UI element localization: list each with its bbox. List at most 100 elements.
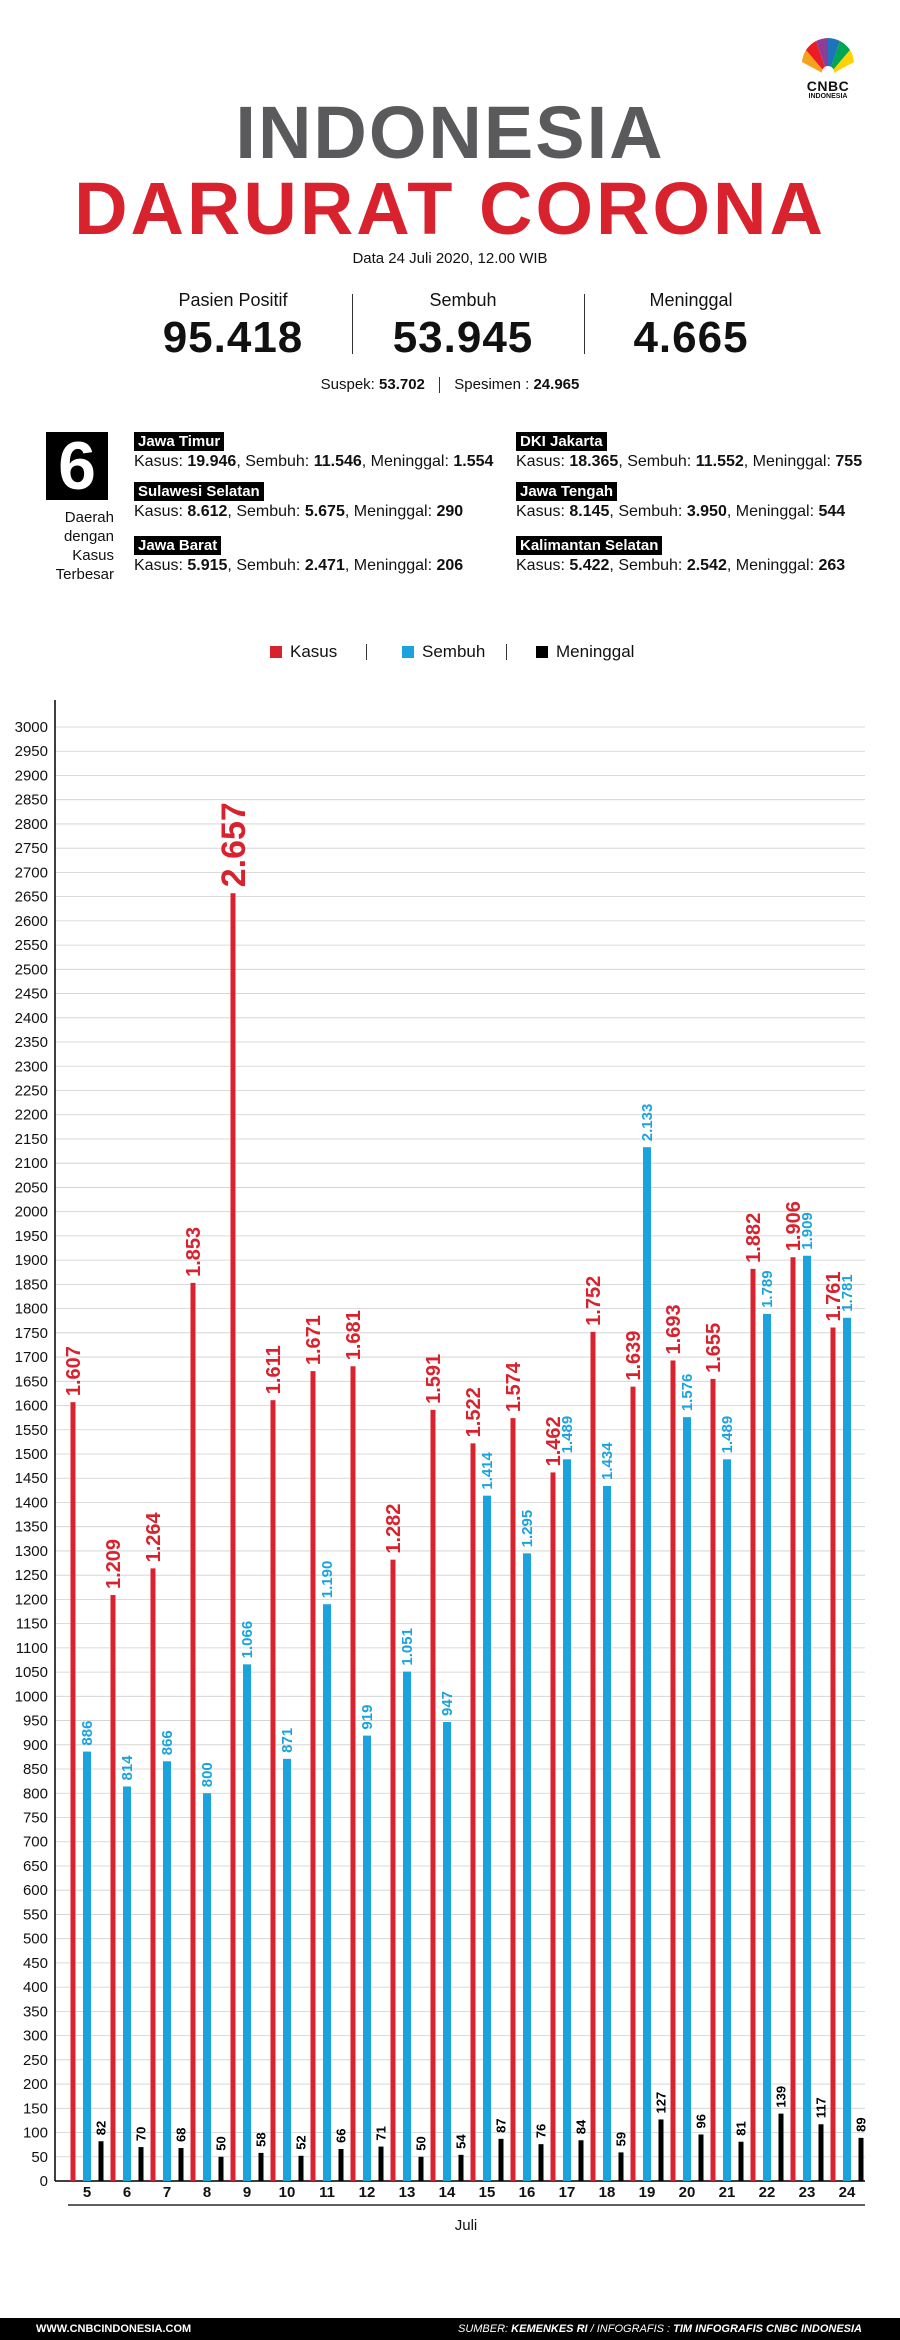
region-caption: Daerah dengan Kasus Terbesar bbox=[38, 508, 114, 584]
y-tick-label: 2100 bbox=[15, 1155, 48, 1172]
data-label-kasus: 1.282 bbox=[383, 1504, 405, 1554]
bar-meninggal bbox=[498, 2138, 504, 2181]
bar-meninggal bbox=[858, 2137, 864, 2181]
region-stats: Kasus: 5.422, Sembuh: 2.542, Meninggal: … bbox=[516, 557, 846, 574]
data-label-sembuh: 800 bbox=[199, 1762, 216, 1787]
region-stats: Kasus: 18.365, Sembuh: 11.552, Meninggal… bbox=[516, 453, 863, 470]
region-name: DKI Jakarta bbox=[516, 432, 607, 451]
bar-sembuh bbox=[363, 1735, 371, 2181]
bar-meninggal bbox=[258, 2152, 264, 2181]
stat-value: 53.945 bbox=[392, 313, 534, 362]
y-tick-label: 900 bbox=[23, 1737, 48, 1754]
data-label-meninggal: 81 bbox=[734, 2121, 749, 2135]
data-label-kasus: 1.264 bbox=[143, 1511, 165, 1562]
region-name: Jawa Tengah bbox=[516, 482, 618, 501]
stat-value: 95.418 bbox=[162, 313, 304, 362]
y-tick-label: 800 bbox=[23, 1785, 48, 1802]
y-tick-label: 500 bbox=[23, 1931, 48, 1948]
bar-chart: 0501001502002503003504004505005506006507… bbox=[15, 700, 869, 2234]
legend-label: Meninggal bbox=[556, 642, 635, 661]
region-item: Sulawesi Selatan Kasus: 8.612, Sembuh: 5… bbox=[134, 482, 463, 521]
data-label-kasus: 1.522 bbox=[463, 1387, 485, 1437]
bar-kasus bbox=[70, 1402, 76, 2181]
y-tick-label: 2150 bbox=[15, 1131, 48, 1148]
x-tick-label: 9 bbox=[243, 2184, 251, 2201]
x-tick-label: 20 bbox=[679, 2184, 696, 2201]
data-label-sembuh: 871 bbox=[279, 1728, 296, 1753]
bar-kasus bbox=[310, 1371, 316, 2181]
data-label-meninggal: 71 bbox=[374, 2126, 389, 2140]
region-stats: Kasus: 5.915, Sembuh: 2.471, Meninggal: … bbox=[134, 557, 464, 574]
stat-value: 4.665 bbox=[633, 313, 749, 362]
data-label-sembuh: 1.066 bbox=[239, 1621, 256, 1659]
bar-kasus bbox=[270, 1400, 276, 2181]
y-tick-label: 1300 bbox=[15, 1543, 48, 1560]
data-label-sembuh: 1.295 bbox=[519, 1510, 536, 1548]
y-tick-label: 2500 bbox=[15, 961, 48, 978]
bar-kasus bbox=[710, 1378, 716, 2181]
region-name: Kalimantan Selatan bbox=[516, 536, 663, 555]
bar-kasus bbox=[150, 1568, 156, 2181]
bar-sembuh bbox=[523, 1553, 531, 2181]
data-label-meninggal: 50 bbox=[414, 2136, 429, 2150]
legend-swatch bbox=[536, 646, 548, 658]
bar-sembuh bbox=[483, 1495, 491, 2181]
region-item: Jawa Barat Kasus: 5.915, Sembuh: 2.471, … bbox=[134, 536, 463, 575]
y-tick-label: 1550 bbox=[15, 1422, 48, 1439]
region-stats: Kasus: 19.946, Sembuh: 11.546, Meninggal… bbox=[134, 453, 494, 470]
stat-label: Pasien Positif bbox=[178, 290, 288, 310]
data-label-kasus: 1.853 bbox=[183, 1227, 205, 1277]
data-label-sembuh: 886 bbox=[79, 1721, 96, 1746]
y-tick-label: 2350 bbox=[15, 1034, 48, 1051]
y-tick-label: 2650 bbox=[15, 889, 48, 906]
data-label-meninggal: 96 bbox=[694, 2114, 709, 2128]
y-tick-label: 550 bbox=[23, 1906, 48, 1923]
x-tick-label: 14 bbox=[439, 2184, 456, 2201]
y-tick-label: 2550 bbox=[15, 937, 48, 954]
legend-swatch bbox=[270, 646, 282, 658]
y-tick-label: 1450 bbox=[15, 1470, 48, 1487]
bar-kasus bbox=[110, 1595, 116, 2181]
y-tick-label: 150 bbox=[23, 2100, 48, 2117]
bar-sembuh bbox=[243, 1664, 251, 2181]
y-tick-label: 1700 bbox=[15, 1349, 48, 1366]
bar-meninggal bbox=[98, 2141, 104, 2181]
data-label-meninggal: 70 bbox=[134, 2127, 149, 2141]
region-item: Jawa Tengah Kasus: 8.145, Sembuh: 3.950,… bbox=[516, 482, 845, 521]
bar-sembuh bbox=[203, 1793, 211, 2181]
data-label-meninggal: 59 bbox=[614, 2132, 629, 2146]
data-label-meninggal: 89 bbox=[854, 2117, 869, 2131]
y-tick-label: 600 bbox=[23, 1882, 48, 1899]
y-tick-label: 3000 bbox=[15, 719, 48, 736]
data-label-kasus: 1.574 bbox=[503, 1361, 525, 1412]
data-label-kasus: 1.906 bbox=[783, 1201, 805, 1251]
y-tick-label: 1250 bbox=[15, 1567, 48, 1584]
bar-kasus bbox=[510, 1418, 516, 2181]
x-tick-label: 13 bbox=[399, 2184, 416, 2201]
data-label-sembuh: 1.781 bbox=[839, 1274, 856, 1312]
bar-meninggal bbox=[778, 2113, 784, 2181]
bar-sembuh bbox=[283, 1758, 291, 2181]
data-label-kasus: 1.639 bbox=[623, 1331, 645, 1381]
bar-sembuh bbox=[563, 1459, 571, 2181]
bar-meninggal bbox=[658, 2119, 664, 2181]
y-tick-label: 1850 bbox=[15, 1276, 48, 1293]
y-tick-label: 1150 bbox=[16, 1616, 48, 1633]
y-tick-label: 1050 bbox=[15, 1664, 48, 1681]
x-tick-label: 18 bbox=[599, 2184, 616, 2201]
stat-label: Sembuh bbox=[429, 290, 497, 310]
footer-site: WWW.CNBCINDONESIA.COM bbox=[36, 2323, 192, 2335]
region-item: Jawa Timur Kasus: 19.946, Sembuh: 11.546… bbox=[134, 432, 493, 471]
bar-kasus bbox=[190, 1282, 196, 2181]
y-tick-label: 1000 bbox=[15, 1688, 48, 1705]
bar-meninggal bbox=[618, 2152, 624, 2181]
caption-line: Daerah bbox=[64, 509, 114, 526]
bar-meninggal bbox=[138, 2147, 144, 2181]
y-tick-label: 350 bbox=[23, 2003, 48, 2020]
region-name: Jawa Barat bbox=[134, 536, 222, 555]
x-tick-label: 5 bbox=[83, 2184, 91, 2201]
bar-kasus bbox=[670, 1360, 676, 2181]
data-label-sembuh: 1.489 bbox=[559, 1416, 576, 1454]
legend-swatch bbox=[402, 646, 414, 658]
footer-source: SUMBER: KEMENKES RI / INFOGRAFIS : TIM I… bbox=[457, 2323, 862, 2335]
